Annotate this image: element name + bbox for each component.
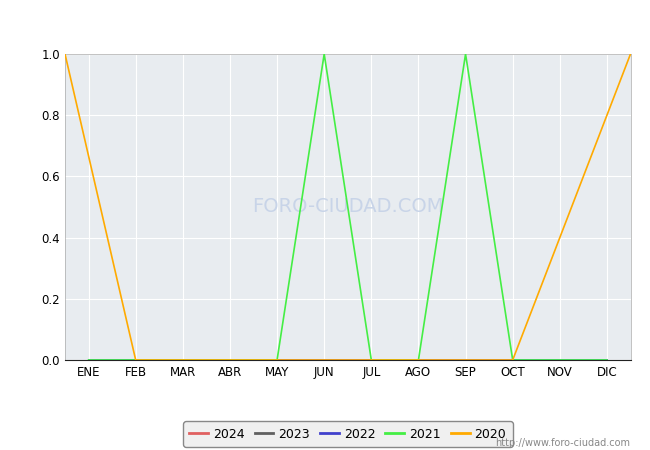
Text: Matriculaciones de Vehiculos en La Alamedilla: Matriculaciones de Vehiculos en La Alame…	[133, 11, 517, 29]
Text: FORO-CIUDAD.COM: FORO-CIUDAD.COM	[252, 198, 443, 216]
Legend: 2024, 2023, 2022, 2021, 2020: 2024, 2023, 2022, 2021, 2020	[183, 421, 512, 447]
Text: http://www.foro-ciudad.com: http://www.foro-ciudad.com	[495, 438, 630, 448]
